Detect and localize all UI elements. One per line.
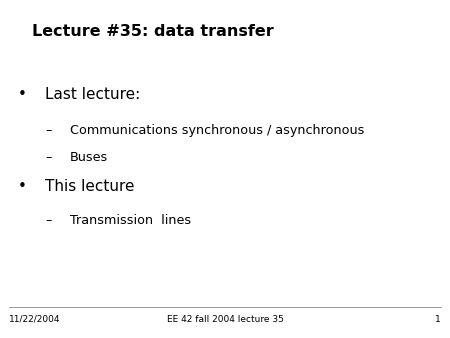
Text: Communications synchronous / asynchronous: Communications synchronous / asynchronou… xyxy=(70,124,364,137)
Text: Transmission  lines: Transmission lines xyxy=(70,214,191,227)
Text: Last lecture:: Last lecture: xyxy=(45,87,140,102)
Text: Lecture #35: data transfer: Lecture #35: data transfer xyxy=(32,24,273,39)
Text: 11/22/2004: 11/22/2004 xyxy=(9,315,60,324)
Text: EE 42 fall 2004 lecture 35: EE 42 fall 2004 lecture 35 xyxy=(166,315,284,324)
Text: •: • xyxy=(18,179,27,194)
Text: –: – xyxy=(45,151,51,164)
Text: 1: 1 xyxy=(435,315,441,324)
Text: –: – xyxy=(45,124,51,137)
Text: –: – xyxy=(45,214,51,227)
Text: This lecture: This lecture xyxy=(45,179,135,194)
Text: •: • xyxy=(18,87,27,102)
Text: Buses: Buses xyxy=(70,151,108,164)
